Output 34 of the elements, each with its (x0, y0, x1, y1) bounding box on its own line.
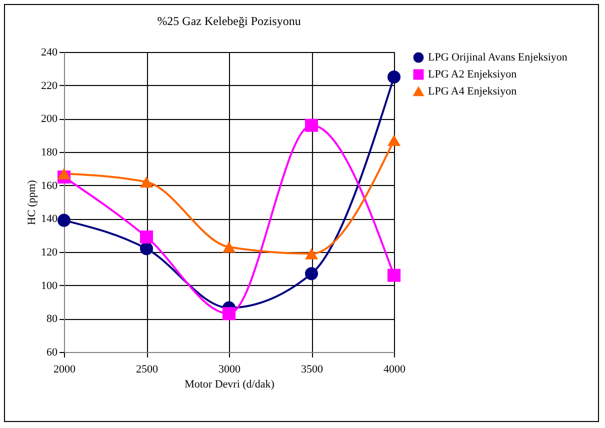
y-axis-title: HC (ppm) (26, 180, 38, 225)
y-tick-label: 240 (41, 46, 58, 58)
x-tick-label: 3500 (301, 364, 324, 376)
point (387, 268, 401, 282)
point (304, 248, 318, 260)
point (222, 241, 236, 253)
y-tick-label: 60 (46, 346, 58, 358)
y-tick-label: 220 (41, 80, 58, 92)
y-tick-label: 80 (46, 313, 58, 326)
y-tick-label: 180 (41, 146, 58, 158)
x-axis-title: Motor Devri (d/dak) (184, 378, 275, 390)
point (57, 168, 71, 180)
point (140, 176, 154, 188)
y-tick-label: 140 (41, 213, 58, 226)
point (387, 70, 401, 84)
y-tick-label: 160 (41, 180, 58, 192)
legend-label: LPG Orijinal Avans Enjeksiyon (428, 52, 568, 64)
x-tick-label: 2500 (136, 364, 158, 376)
point (140, 230, 154, 244)
chart-title: %25 Gaz Kelebeği Pozisyonu (157, 14, 301, 28)
point (304, 267, 318, 280)
point (304, 118, 318, 132)
point (57, 214, 71, 227)
point (387, 134, 401, 146)
x-tick-label: 3000 (218, 364, 241, 376)
x-tick-label: 2000 (54, 364, 76, 376)
legend-label: LPG A2 Enjeksiyon (428, 68, 518, 80)
point (140, 242, 154, 256)
y-tick-label: 120 (41, 246, 58, 258)
y-tick-label: 100 (41, 280, 58, 292)
point (222, 307, 236, 320)
legend-label: LPG A4 Enjeksiyon (428, 86, 518, 98)
x-tick-label: 4000 (384, 364, 406, 376)
y-tick-label: 200 (41, 113, 58, 126)
